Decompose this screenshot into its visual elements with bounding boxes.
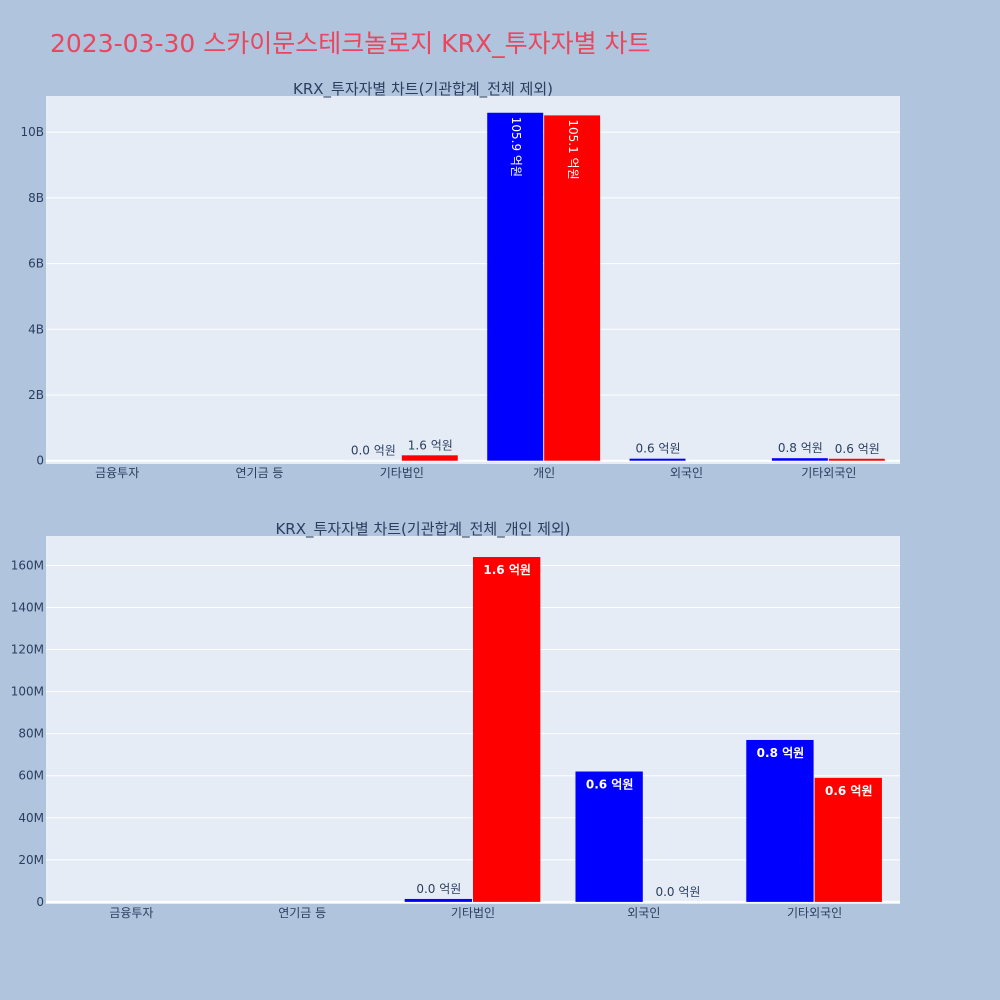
bar <box>473 557 541 902</box>
bar <box>814 777 882 902</box>
chart-title: KRX_투자자별 차트(기관합계_전체_개인 제외) <box>275 520 570 539</box>
y-tick-label: 0 <box>36 895 44 909</box>
y-tick-label: 120M <box>11 643 44 657</box>
bar <box>404 898 472 902</box>
x-tick-label: 금융투자 <box>95 466 139 480</box>
x-tick-label: 기타외국인 <box>787 906 842 920</box>
chart-top: 0 2B 4B 6B 8B 10B KRX_투자자별 차트(기관합계_전체 제외) 금융투자 연… <box>20 80 900 480</box>
x-tick-label: 기타외국인 <box>801 466 856 480</box>
x-tick-label: 연기금 등 <box>278 906 326 920</box>
y-tick-label: 2B <box>28 388 44 402</box>
y-tick-label: 100M <box>11 685 44 699</box>
bar <box>401 455 458 461</box>
y-tick-label: 60M <box>18 769 44 783</box>
x-tick-label: 금융투자 <box>109 906 153 920</box>
x-tick-label: 기타법인 <box>451 906 495 920</box>
data-label: 0.6 억원 <box>835 442 880 456</box>
y-tick-label: 80M <box>18 727 44 741</box>
bar <box>746 739 814 902</box>
data-label: 0.8 억원 <box>757 746 805 760</box>
y-tick-label: 10B <box>20 125 44 139</box>
data-label: 0.6 억원 <box>586 778 634 792</box>
bar <box>487 112 544 461</box>
bar <box>629 458 686 461</box>
data-label: 1.6 억원 <box>408 438 453 452</box>
data-label: 105.1 억원 <box>566 119 580 179</box>
x-tick-label: 개인 <box>533 466 555 480</box>
y-tick-label: 4B <box>28 322 44 336</box>
data-label: 0.8 억원 <box>778 441 823 455</box>
y-tick-label: 160M <box>11 558 44 572</box>
bar <box>575 771 643 902</box>
page-title: 2023-03-30 스카이문스테크놀로지 KRX_투자자별 차트 <box>50 29 651 58</box>
data-label: 0.0 억원 <box>655 885 700 899</box>
x-tick-label: 외국인 <box>670 466 703 480</box>
data-label: 0.6 억원 <box>636 442 681 456</box>
data-label: 1.6 억원 <box>483 563 531 577</box>
x-tick-label: 연기금 등 <box>236 466 284 480</box>
data-label: 105.9 억원 <box>509 117 523 177</box>
data-label: 0.0 억원 <box>351 444 396 458</box>
y-tick-label: 20M <box>18 853 44 867</box>
y-tick-label: 40M <box>18 811 44 825</box>
y-tick-label: 6B <box>28 257 44 271</box>
y-tick-label: 0 <box>36 454 44 468</box>
y-tick-label: 140M <box>11 600 44 614</box>
bar <box>771 458 828 461</box>
data-label: 0.6 억원 <box>825 784 873 798</box>
y-tick-label: 8B <box>28 191 44 205</box>
plot-area <box>46 96 900 464</box>
x-tick-label: 기타법인 <box>380 466 424 480</box>
data-label: 0.0 억원 <box>416 882 461 896</box>
bar <box>828 458 885 461</box>
x-tick-label: 외국인 <box>627 906 660 920</box>
bar <box>544 115 601 461</box>
chart-title: KRX_투자자별 차트(기관합계_전체 제외) <box>293 80 553 99</box>
